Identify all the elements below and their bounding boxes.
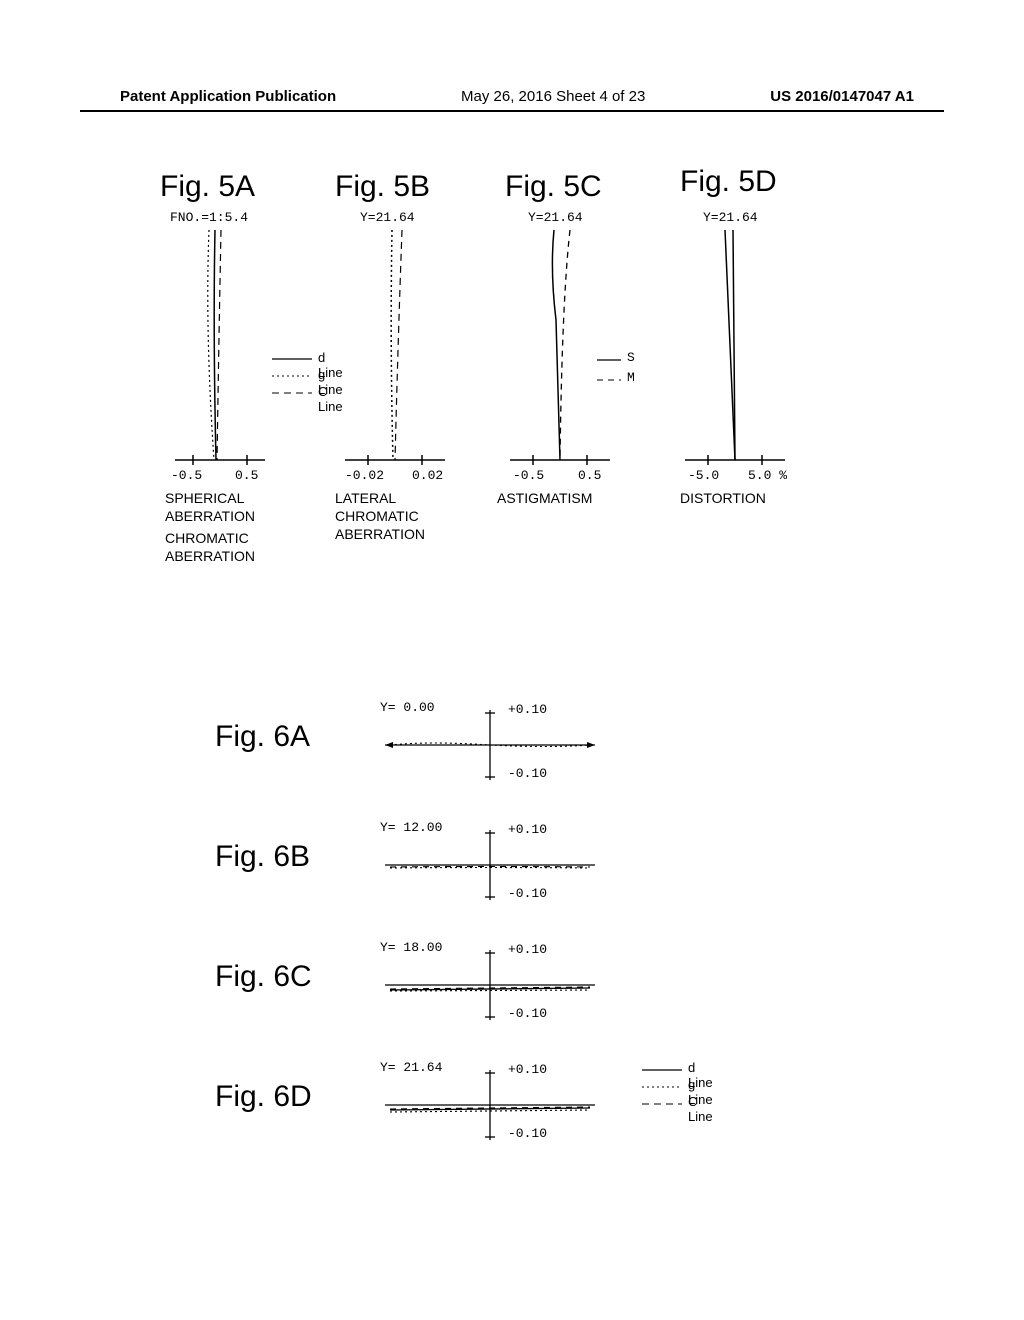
fig6d-neg: -0.10 [508, 1126, 547, 1141]
fig5b-svg [330, 210, 470, 480]
fig6a-y: Y= 0.00 [380, 700, 435, 715]
fig5b-legend-swatches [270, 352, 320, 402]
fig5d-svg [675, 210, 805, 480]
fig5a-xtick-neg: -0.5 [171, 468, 202, 483]
fig6c-chart: Y= 18.00 +0.10 -0.10 [370, 940, 620, 1035]
fig6d-pos: +0.10 [508, 1062, 547, 1077]
fig5a-cap2: ABERRATION [165, 508, 255, 524]
fig5b-title: Fig. 5B [335, 170, 430, 204]
fig5c-chart: Y=21.64 -0.5 0.5 S M [500, 210, 630, 485]
fig5b-cap2: CHROMATIC [335, 508, 419, 524]
fig5d-chart: Y=21.64 -5.0 5.0 % [675, 210, 805, 485]
fig6d-y: Y= 21.64 [380, 1060, 442, 1075]
fig5d-cap: DISTORTION [680, 490, 766, 506]
fig6b-y: Y= 12.00 [380, 820, 442, 835]
fig5d-xtick-pos: 5.0 % [748, 468, 787, 483]
fig6b-chart: Y= 12.00 +0.10 -0.10 [370, 820, 620, 915]
fig5d-toplabel: Y=21.64 [703, 210, 758, 225]
fig6-legend-c: C Line [688, 1094, 713, 1124]
fig5b-cap1: LATERAL [335, 490, 396, 506]
header-left: Patent Application Publication [120, 88, 336, 105]
fig6c-y: Y= 18.00 [380, 940, 442, 955]
fig6a-pos: +0.10 [508, 702, 547, 717]
fig5c-toplabel: Y=21.64 [528, 210, 583, 225]
fig5a-cap3: CHROMATIC [165, 530, 249, 546]
header-right: US 2016/0147047 A1 [770, 88, 914, 105]
fig5a-cap4: ABERRATION [165, 548, 255, 564]
fig5b-cap3: ABERRATION [335, 526, 425, 542]
page: Patent Application Publication May 26, 2… [0, 0, 1024, 1320]
fig5a-cap1: SPHERICAL [165, 490, 244, 506]
fig6c-title: Fig. 6C [215, 960, 312, 994]
fig6a-chart: Y= 0.00 +0.10 -0.10 [370, 700, 620, 795]
fig6d-title: Fig. 6D [215, 1080, 312, 1114]
fig5b-chart: Y=21.64 -0.02 0.02 d Line g Line C Line [330, 210, 470, 485]
fig5c-legend-s: S [627, 350, 635, 365]
fig5c-xtick-neg: -0.5 [513, 468, 544, 483]
fig5c-cap: ASTIGMATISM [497, 490, 592, 506]
fig6b-pos: +0.10 [508, 822, 547, 837]
fig5b-xtick-pos: 0.02 [412, 468, 443, 483]
page-header: Patent Application Publication May 26, 2… [0, 88, 1024, 105]
fig6c-neg: -0.10 [508, 1006, 547, 1021]
fig6b-neg: -0.10 [508, 886, 547, 901]
fig5a-title: Fig. 5A [160, 170, 255, 204]
fig5b-xtick-neg: -0.02 [345, 468, 384, 483]
fig5c-legend-swatches [595, 353, 629, 393]
fig5b-toplabel: Y=21.64 [360, 210, 415, 225]
fig6-legend-swatches [640, 1063, 690, 1118]
fig6a-title: Fig. 6A [215, 720, 310, 754]
fig5a-toplabel: FNO.=1:5.4 [170, 210, 248, 225]
fig5b-legend-c: C Line [318, 384, 343, 414]
fig5d-title: Fig. 5D [680, 165, 777, 199]
fig6b-title: Fig. 6B [215, 840, 310, 874]
fig5a-svg [165, 210, 285, 480]
header-rule [80, 110, 944, 112]
fig5c-svg [500, 210, 630, 480]
fig6d-chart: Y= 21.64 +0.10 -0.10 [370, 1060, 620, 1155]
fig5a-chart: FNO.=1:5.4 -0.5 0.5 [165, 210, 285, 485]
fig5a-xtick-pos: 0.5 [235, 468, 258, 483]
fig5c-title: Fig. 5C [505, 170, 602, 204]
header-center: May 26, 2016 Sheet 4 of 23 [461, 88, 645, 105]
fig5c-xtick-pos: 0.5 [578, 468, 601, 483]
fig6a-neg: -0.10 [508, 766, 547, 781]
fig6c-pos: +0.10 [508, 942, 547, 957]
fig5d-xtick-neg: -5.0 [688, 468, 719, 483]
fig5c-legend-m: M [627, 370, 635, 385]
